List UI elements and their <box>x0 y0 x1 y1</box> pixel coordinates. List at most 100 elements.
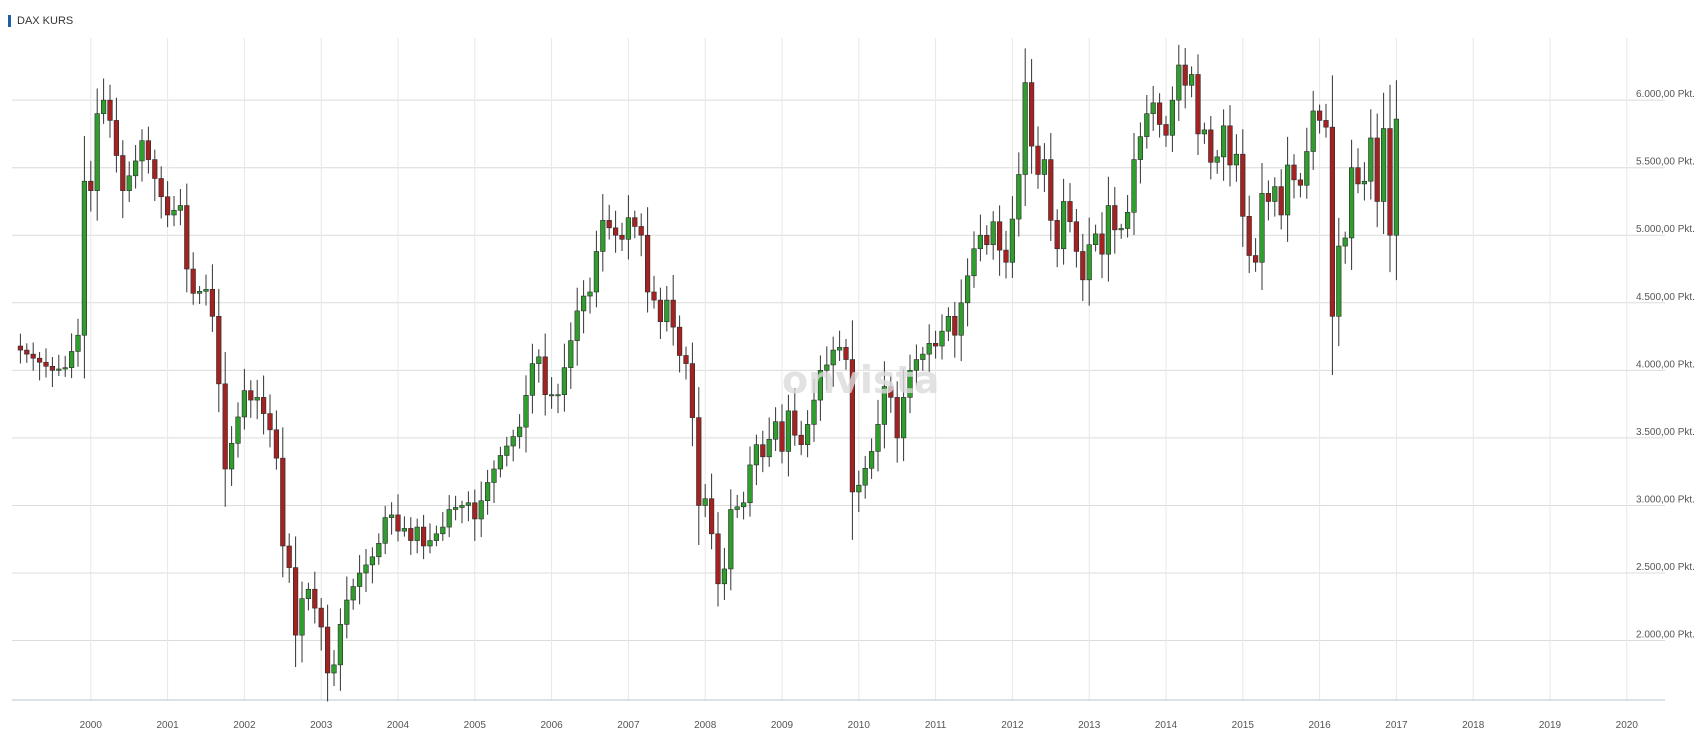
candle-down <box>152 159 158 179</box>
candle-up <box>1144 113 1150 137</box>
x-tick-label: 2013 <box>1078 720 1101 731</box>
x-tick-label: 2012 <box>1001 720 1024 731</box>
candle-up <box>1368 137 1374 182</box>
candle-up <box>478 500 484 520</box>
x-tick-label: 2002 <box>233 720 256 731</box>
candle-up <box>536 356 542 364</box>
candle-down <box>222 383 228 470</box>
candle-down <box>542 356 548 395</box>
candle-up <box>753 444 759 466</box>
candle-down <box>888 386 894 398</box>
candle-up <box>459 505 465 508</box>
candle-up <box>945 316 951 332</box>
candle-down <box>644 234 651 293</box>
y-tick-label: 4.000,00 Pkt. <box>1636 359 1695 370</box>
candle-up <box>69 351 75 368</box>
candle-down <box>1195 74 1201 135</box>
candle-down <box>1080 251 1086 281</box>
candle-down <box>113 120 119 156</box>
candle-up <box>440 526 446 535</box>
candle-up <box>203 288 209 292</box>
candle-up <box>728 509 734 570</box>
candle-down <box>24 349 30 355</box>
candle-down <box>165 196 171 216</box>
candle-up <box>574 310 580 341</box>
candle-up <box>229 443 235 470</box>
candle-up <box>875 424 881 452</box>
candle-up <box>337 624 344 666</box>
candle-up <box>964 275 971 304</box>
candle-down <box>651 291 657 301</box>
candle-down <box>792 410 798 436</box>
candle-up <box>1285 164 1291 216</box>
candle-down <box>17 345 24 351</box>
candle-down <box>1387 128 1393 236</box>
candle-down <box>1329 126 1335 317</box>
candle-up <box>1118 228 1124 231</box>
candle-down <box>849 359 855 493</box>
candle-up <box>1304 151 1310 186</box>
candle-down <box>708 498 715 535</box>
candle-up <box>555 394 561 397</box>
candle-down <box>798 434 804 445</box>
candle-down <box>49 365 55 371</box>
x-tick-label: 2019 <box>1539 720 1562 731</box>
y-tick-label: 2.000,00 Pkt. <box>1636 630 1695 641</box>
candle-down <box>312 588 318 609</box>
candle-up <box>62 367 68 370</box>
candle-up <box>913 359 919 371</box>
y-tick-label: 2.500,00 Pkt. <box>1636 562 1695 573</box>
candle-down <box>1208 129 1214 163</box>
candle-up <box>593 251 599 293</box>
candle-down <box>1291 164 1297 181</box>
candle-down <box>260 397 267 414</box>
x-tick-label: 2010 <box>848 720 871 731</box>
candle-up <box>1022 82 1028 175</box>
x-tick-label: 2004 <box>387 720 410 731</box>
candle-up <box>811 399 817 425</box>
candle-down <box>286 545 292 568</box>
candle-up <box>139 140 145 162</box>
candle-up <box>388 514 395 518</box>
candle-down <box>657 299 663 323</box>
candle-down <box>158 178 164 198</box>
candle-down <box>1227 125 1233 166</box>
candle-up <box>1342 237 1348 247</box>
x-tick-label: 2007 <box>617 720 640 731</box>
candle-up <box>1086 244 1092 281</box>
candle-up <box>664 299 670 323</box>
candle-down <box>619 234 625 240</box>
candle-up <box>772 421 779 440</box>
candle-down <box>996 221 1003 251</box>
candle-down <box>209 288 216 317</box>
candle-down <box>472 502 478 520</box>
candle-up <box>369 556 376 566</box>
candle-up <box>734 506 740 510</box>
candle-up <box>235 416 241 444</box>
candle-down <box>120 155 126 191</box>
candle-up <box>990 221 996 246</box>
candle-up <box>568 340 574 368</box>
candle-down <box>638 226 644 236</box>
candle-down <box>1029 82 1035 147</box>
candle-up <box>587 291 593 297</box>
candle-up <box>529 363 535 396</box>
candle-down <box>1182 64 1188 86</box>
x-tick-label: 2006 <box>540 720 563 731</box>
candle-up <box>427 540 433 547</box>
candle-up <box>1272 186 1278 202</box>
candle-up <box>600 220 606 252</box>
candle-up <box>1221 125 1227 158</box>
candle-up <box>94 113 100 191</box>
candle-down <box>107 99 113 121</box>
candle-up <box>1336 245 1342 317</box>
candle-down <box>612 227 619 236</box>
candle-down <box>1067 201 1073 223</box>
candle-up <box>465 502 472 506</box>
candle-up <box>75 334 81 352</box>
candle-up <box>331 664 337 674</box>
candle-down <box>216 316 222 385</box>
candle-down <box>184 205 190 270</box>
candle-up <box>1259 193 1265 263</box>
